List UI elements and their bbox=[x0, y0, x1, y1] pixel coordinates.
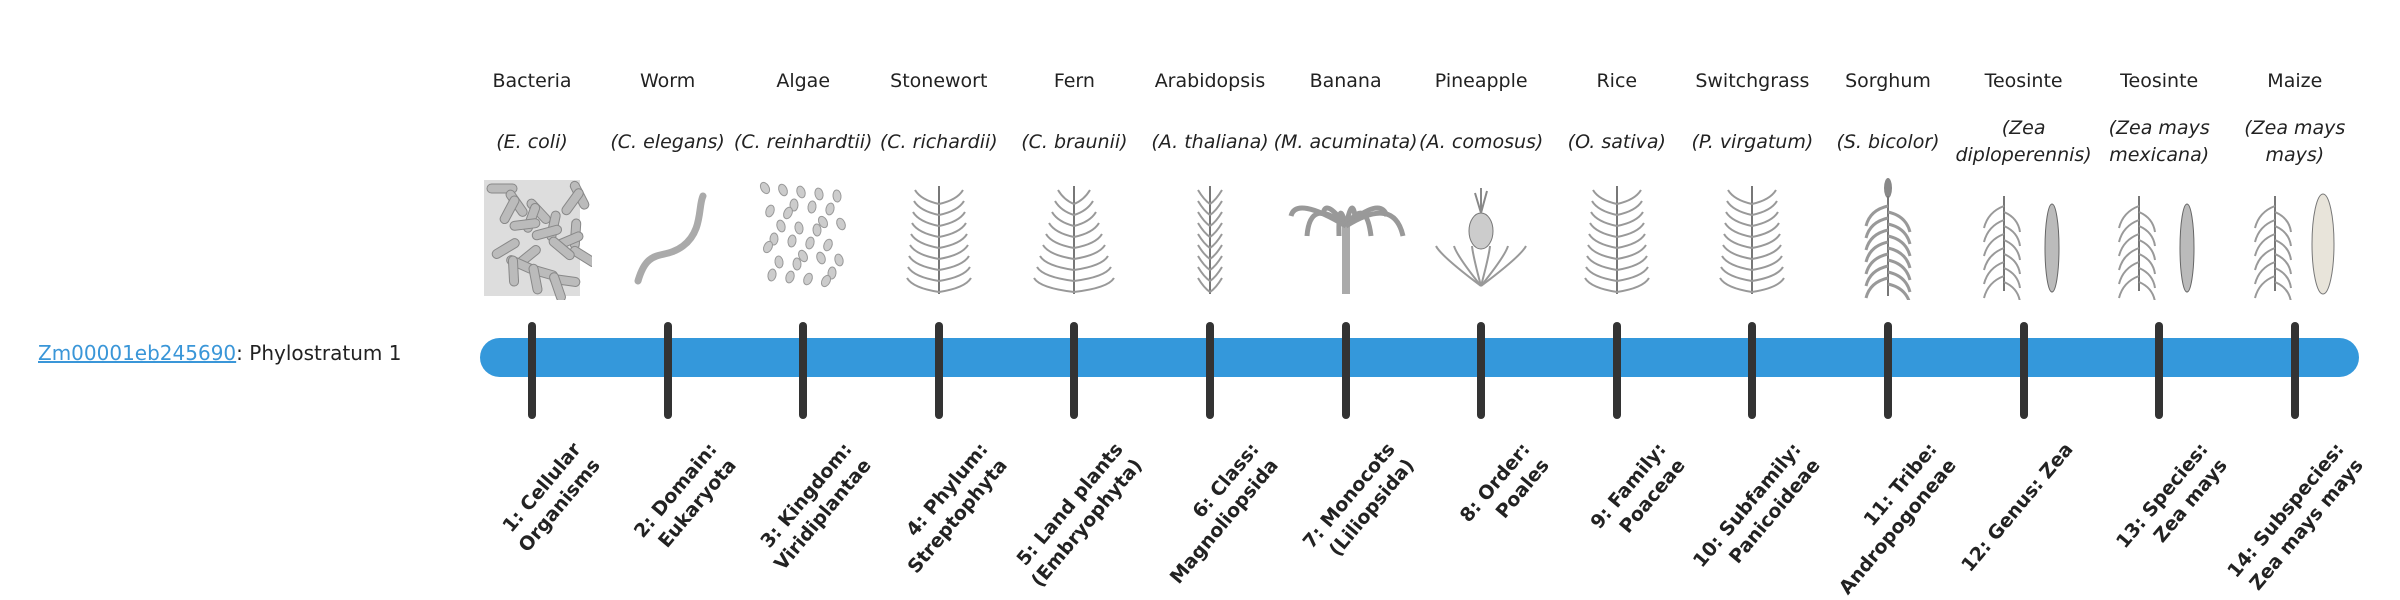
stratum-tick bbox=[1477, 322, 1486, 419]
organism-common-name: Banana bbox=[1309, 70, 1382, 92]
teosinte-icon bbox=[2099, 176, 2219, 303]
bacteria-icon bbox=[472, 176, 598, 303]
organism-scientific-name: (C. braunii) bbox=[1021, 130, 1128, 153]
rice-icon bbox=[1557, 176, 1677, 300]
taxonomic-rank-label: 8: Order: Poales bbox=[1455, 438, 1554, 527]
organism-common-name: Switchgrass bbox=[1695, 70, 1810, 92]
taxonomic-rank-label: 10: Subfamily: Panicoideae bbox=[1689, 438, 1826, 572]
taxonomic-rank-label: 5: Land plants (Embryophyta) bbox=[1012, 438, 1148, 592]
organism-common-name: Sorghum bbox=[1845, 70, 1931, 92]
switchgrass-icon bbox=[1692, 176, 1812, 300]
taxonomic-rank-label: 6: Class: Magnoliopsida bbox=[1165, 438, 1283, 589]
organism-scientific-name: (C. richardii) bbox=[879, 130, 998, 153]
banana-icon bbox=[1286, 176, 1406, 300]
taxonomic-rank-label: 4: Phylum: Streptophyta bbox=[901, 438, 1012, 578]
organism-scientific-name: (A. thaliana) bbox=[1151, 130, 1269, 153]
organism-scientific-name: (M. acuminata) bbox=[1273, 130, 1418, 153]
organism-scientific-name: (Zea diploperennis) bbox=[1955, 117, 2092, 166]
organism-scientific-name: (C. reinhardtii) bbox=[733, 130, 873, 153]
teosinte-icon bbox=[1964, 176, 2084, 303]
organism-scientific-name: (E. coli) bbox=[496, 130, 568, 153]
organism-common-name: Bacteria bbox=[492, 70, 572, 92]
taxonomic-rank-label: 3: Kingdom: Viridiplantae bbox=[756, 438, 876, 575]
worm-icon bbox=[608, 176, 728, 300]
organism-scientific-name: (S. bicolor) bbox=[1836, 130, 1940, 153]
taxonomic-rank-label: 1: Cellular Organisms bbox=[498, 438, 605, 557]
organism-common-name: Teosinte bbox=[1984, 70, 2063, 92]
gene-id-link[interactable]: Zm00001eb245690 bbox=[38, 341, 237, 365]
stratum-tick bbox=[1341, 322, 1350, 419]
stratum-tick bbox=[1748, 322, 1757, 419]
taxonomic-rank-label: 12: Genus: Zea bbox=[1956, 438, 2078, 577]
stratum-tick bbox=[1612, 322, 1621, 419]
stratum-tick bbox=[528, 322, 536, 419]
taxonomic-rank-label: 14: Subspecies: Zea mays mays bbox=[2223, 438, 2368, 595]
fern-icon bbox=[1014, 176, 1134, 300]
timeline-bar bbox=[480, 338, 2359, 377]
organism-scientific-name: (O. sativa) bbox=[1567, 130, 1666, 153]
organism-scientific-name: (A. comosus) bbox=[1419, 130, 1544, 153]
organism-common-name: Maize bbox=[2267, 70, 2323, 92]
organism-common-name: Worm bbox=[639, 70, 696, 92]
stratum-tick bbox=[1884, 322, 1892, 419]
taxonomic-rank-label: 13: Species: Zea mays bbox=[2112, 438, 2232, 553]
organism-common-name: Rice bbox=[1596, 70, 1638, 92]
stratum-tick bbox=[2019, 322, 2028, 419]
stratum-tick bbox=[934, 322, 943, 419]
organism-scientific-name: (Zea mays mays) bbox=[2244, 117, 2346, 166]
stratum-tick bbox=[799, 322, 808, 419]
organism-common-name: Arabidopsis bbox=[1154, 70, 1266, 92]
taxonomic-rank-label: 2: Domain: Eukaryota bbox=[629, 438, 741, 553]
pineapple-icon bbox=[1421, 176, 1541, 300]
stratum-tick bbox=[1070, 322, 1079, 419]
organism-common-name: Stonewort bbox=[890, 70, 988, 92]
organism-scientific-name: (Zea mays mexicana) bbox=[2108, 117, 2210, 166]
stratum-tick bbox=[1206, 322, 1214, 419]
sorghum-icon bbox=[1828, 176, 1948, 305]
stratum-tick bbox=[2155, 322, 2164, 419]
arabidopsis-icon bbox=[1150, 176, 1270, 300]
organism-scientific-name: (P. virgatum) bbox=[1691, 130, 1814, 153]
taxonomic-rank-label: 11: Tribe: Andropogoneae bbox=[1834, 438, 1961, 599]
stratum-tick bbox=[2290, 322, 2299, 419]
organism-scientific-name: (C. elegans) bbox=[610, 130, 725, 153]
phylostratum-text: : Phylostratum 1 bbox=[236, 341, 402, 365]
algae-icon bbox=[743, 176, 863, 300]
maize-icon bbox=[2235, 176, 2355, 303]
gene-phylostratum-label: Zm00001eb245690: Phylostratum 1 bbox=[38, 338, 401, 368]
organism-common-name: Fern bbox=[1053, 70, 1095, 92]
stonewort-icon bbox=[879, 176, 999, 300]
organism-common-name: Teosinte bbox=[2120, 70, 2199, 92]
stratum-tick bbox=[663, 322, 672, 419]
taxonomic-rank-label: 9: Family: Poaceae bbox=[1586, 438, 1690, 538]
organism-common-name: Pineapple bbox=[1434, 70, 1528, 92]
organism-common-name: Algae bbox=[776, 70, 831, 92]
taxonomic-rank-label: 7: Monocots (Liliopsida) bbox=[1298, 438, 1419, 561]
